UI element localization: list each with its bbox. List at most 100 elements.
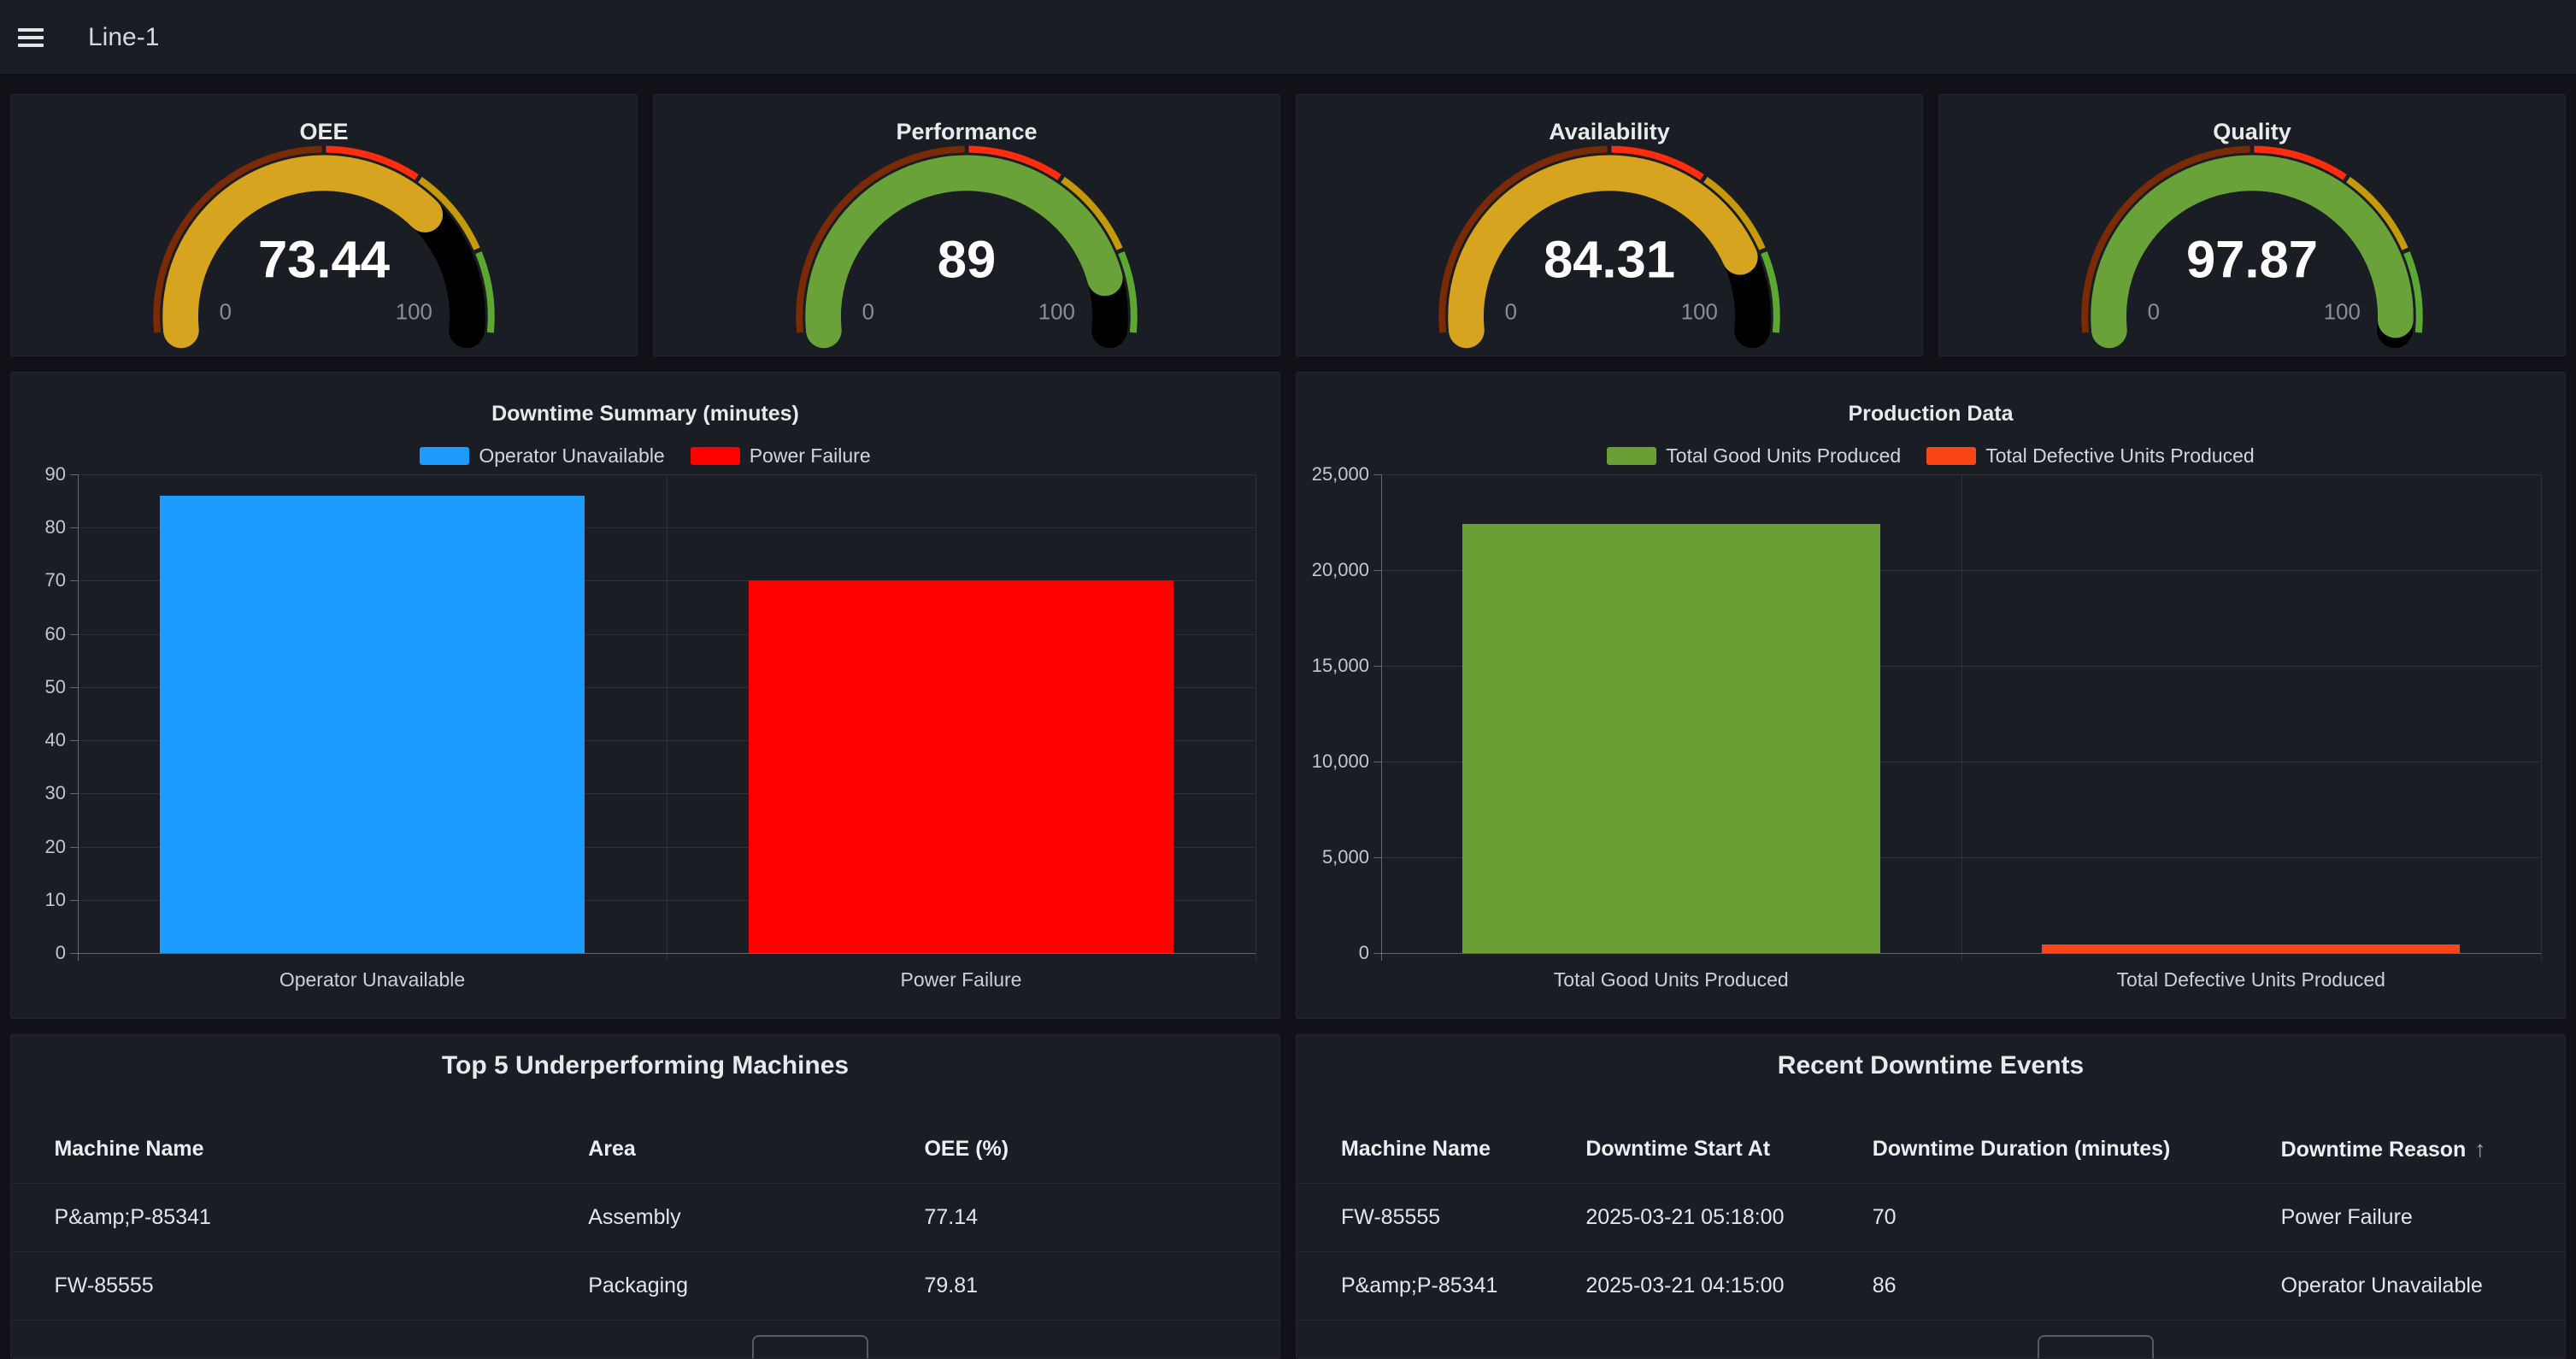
- legend-item-power-failure[interactable]: Power Failure: [690, 444, 871, 468]
- charts-row: Downtime Summary (minutes) Operator Unav…: [10, 372, 2566, 1019]
- y-axis-tick-label: 10: [44, 888, 66, 910]
- panel-title: Availability: [1549, 119, 1670, 144]
- table-row: P&amp;P-85341 2025-03-21 04:15:00 86 Operat…: [1297, 1252, 2565, 1321]
- svg-text:100: 100: [396, 300, 432, 324]
- oee-gauge: 73.44 0 100: [11, 95, 637, 356]
- y-axis-tick-label: 70: [44, 569, 66, 591]
- column-header-area[interactable]: Area: [588, 1137, 636, 1161]
- legend-item-operator-unavailable[interactable]: Operator Unavailable: [420, 444, 665, 468]
- performance-gauge: 89 0 100: [654, 95, 1279, 356]
- panel-title: Performance: [896, 119, 1038, 144]
- table-row: FW-85555 Packaging 79.81: [11, 1252, 1279, 1321]
- table-cell: Packaging: [588, 1274, 688, 1297]
- tables-row: Top 5 Underperforming Machines Machine N…: [10, 1034, 2566, 1359]
- column-header-machine-name[interactable]: Machine Name: [54, 1137, 204, 1161]
- chart-legend: Operator Unavailable Power Failure: [11, 444, 1279, 467]
- downtime-events-table: Machine Name Downtime Start At Downtime …: [1297, 1115, 2565, 1321]
- y-axis-tick-label: 50: [44, 675, 66, 697]
- table-body: FW-85555 2025-03-21 05:18:00 70 Power Failu…: [1297, 1184, 2565, 1321]
- table-header-row: Machine Name Area OEE (%): [11, 1115, 1279, 1184]
- y-axis-tick-label: 20: [44, 835, 66, 857]
- table-cell: 77.14: [924, 1205, 979, 1229]
- table-cell: Operator Unavailable: [2280, 1274, 2483, 1297]
- svg-text:0: 0: [220, 300, 232, 324]
- bar-power-failure: [749, 580, 1173, 953]
- y-axis-tick-label: 5,000: [1321, 846, 1369, 868]
- sort-ascending-icon: ↑: [2474, 1136, 2486, 1162]
- chart-legend: Total Good Units Produced Total Defectiv…: [1297, 444, 2565, 467]
- legend-label: Power Failure: [749, 444, 871, 467]
- svg-text:100: 100: [2324, 300, 2361, 324]
- menu-icon[interactable]: [18, 27, 44, 47]
- column-header-downtime-start[interactable]: Downtime Start At: [1585, 1137, 1771, 1161]
- column-header-downtime-duration[interactable]: Downtime Duration (minutes): [1872, 1137, 2171, 1161]
- pagination-button[interactable]: [2037, 1335, 2154, 1358]
- y-axis-tick-label: 25,000: [1311, 463, 1369, 485]
- svg-text:0: 0: [2148, 300, 2160, 324]
- dashboard-body: OEE 73.44 0 100 Performance 89 0 100 Availab…: [0, 75, 2576, 1359]
- x-axis-category-label: Total Good Units Produced: [1553, 968, 1789, 991]
- panel-quality-gauge: Quality 97.87 0 100: [1938, 94, 2566, 356]
- production-bar-chart: 0 5,000 10,000 15,000 20,000 25,000 Total Good…: [1297, 373, 2565, 1018]
- svg-text:100: 100: [1681, 300, 1718, 324]
- x-axis-category-label: Operator Unavailable: [279, 968, 466, 991]
- downtime-bar-chart: 0 10 20 30 40 50 60 70 80 90 Operator Unavailable P…: [11, 373, 1279, 1018]
- svg-text:100: 100: [1038, 300, 1075, 324]
- panel-title: Downtime Summary (minutes): [491, 402, 799, 426]
- panel-downtime-summary: Downtime Summary (minutes) Operator Unav…: [10, 372, 1280, 1019]
- y-axis-tick-label: 15,000: [1311, 655, 1369, 676]
- column-header-machine-name[interactable]: Machine Name: [1340, 1137, 1491, 1161]
- legend-swatch-icon: [1926, 446, 1977, 465]
- panel-production-data: Production Data Total Good Units Produce…: [1296, 372, 2566, 1019]
- panel-performance-gauge: Performance 89 0 100: [653, 94, 1280, 356]
- underperforming-table: Machine Name Area OEE (%) P&amp;P-85341 A…: [11, 1115, 1279, 1321]
- svg-text:73.44: 73.44: [258, 231, 390, 290]
- legend-item-good-units[interactable]: Total Good Units Produced: [1607, 444, 1901, 468]
- panel-availability-gauge: Availability 84.31 0 100: [1296, 94, 1923, 356]
- table-cell: Assembly: [588, 1205, 681, 1229]
- column-header-oee-pct[interactable]: OEE (%): [924, 1137, 1009, 1161]
- legend-swatch-icon: [420, 446, 470, 465]
- panel-recent-downtime-events: Recent Downtime Events Machine Name Down…: [1296, 1034, 2566, 1359]
- table-cell: Power Failure: [2280, 1205, 2413, 1229]
- panel-title: Production Data: [1848, 402, 2014, 426]
- y-axis-tick-label: 60: [44, 622, 66, 644]
- top-bar: Line-1: [0, 0, 2576, 75]
- legend-label: Total Defective Units Produced: [1985, 444, 2255, 467]
- legend-swatch-icon: [1607, 446, 1657, 465]
- table-cell: 2025-03-21 05:18:00: [1585, 1205, 1785, 1229]
- table-cell: P&amp;P-85341: [1340, 1274, 1498, 1297]
- svg-text:97.87: 97.87: [2186, 231, 2318, 290]
- panel-top5-underperforming: Top 5 Underperforming Machines Machine N…: [10, 1034, 1280, 1359]
- svg-text:0: 0: [862, 300, 874, 324]
- gauges-row: OEE 73.44 0 100 Performance 89 0 100 Availab…: [10, 94, 2566, 356]
- table-body: P&amp;P-85341 Assembly 77.14 FW-85555 Packag…: [11, 1184, 1279, 1321]
- availability-gauge: 84.31 0 100: [1297, 95, 1922, 356]
- table-cell: FW-85555: [1340, 1205, 1441, 1229]
- y-axis-tick-label: 0: [1358, 942, 1369, 963]
- legend-item-defective-units[interactable]: Total Defective Units Produced: [1926, 444, 2255, 468]
- panel-title: Quality: [2213, 119, 2291, 144]
- table-cell: P&amp;P-85341: [54, 1205, 211, 1229]
- panel-title: Recent Downtime Events: [1777, 1051, 2085, 1080]
- panel-oee-gauge: OEE 73.44 0 100: [10, 94, 638, 356]
- legend-label: Total Good Units Produced: [1666, 444, 1902, 467]
- y-axis-tick-label: 10,000: [1311, 750, 1369, 772]
- panel-title: Top 5 Underperforming Machines: [441, 1051, 850, 1080]
- table-cell: FW-85555: [54, 1274, 154, 1297]
- bar-total-defective-units-produced: [2042, 944, 2460, 953]
- legend-label: Operator Unavailable: [479, 444, 665, 467]
- y-axis-tick-label: 80: [44, 516, 66, 538]
- table-row: FW-85555 2025-03-21 05:18:00 70 Power Failu…: [1297, 1184, 2565, 1252]
- x-axis-category-label: Total Defective Units Produced: [2116, 968, 2385, 991]
- table-cell: 79.81: [924, 1274, 979, 1297]
- y-axis-tick-label: 30: [44, 782, 66, 804]
- y-axis-tick-label: 20,000: [1311, 559, 1369, 580]
- bar-total-good-units-produced: [1461, 524, 1880, 953]
- pagination-button[interactable]: [751, 1335, 868, 1358]
- table-cell: 86: [1872, 1274, 1897, 1297]
- y-axis-tick-label: 90: [44, 463, 66, 485]
- column-header-downtime-reason[interactable]: Downtime Reason ↑: [2280, 1136, 2486, 1162]
- table-row: P&amp;P-85341 Assembly 77.14: [11, 1184, 1279, 1252]
- table-cell: 2025-03-21 04:15:00: [1585, 1274, 1785, 1297]
